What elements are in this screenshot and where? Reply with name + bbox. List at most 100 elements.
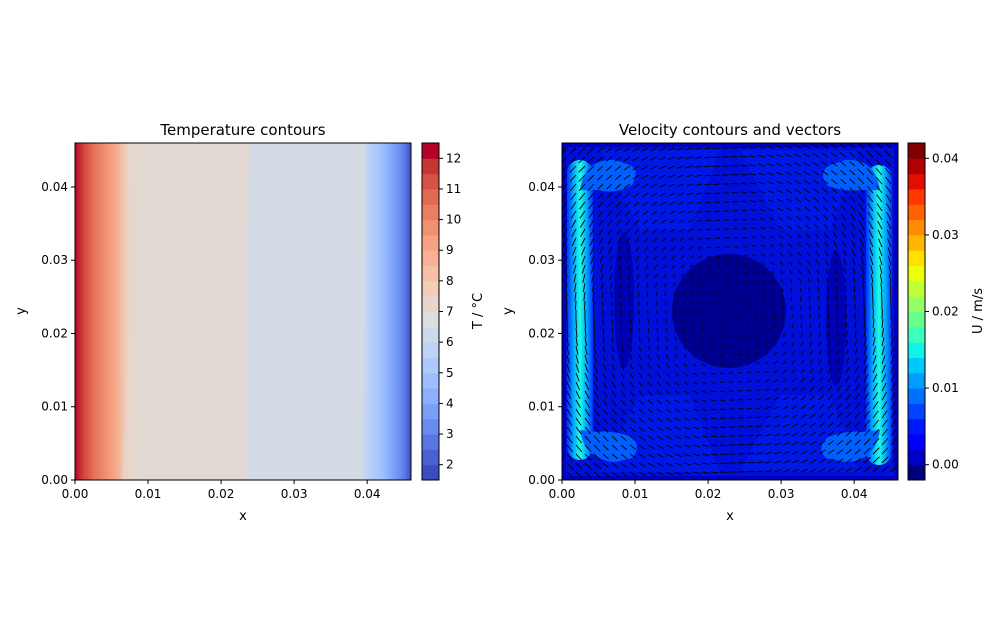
velocity-colorbar-band	[908, 189, 925, 205]
velocity-colorbar-band	[908, 465, 925, 481]
temperature-colorbar-band	[422, 235, 439, 251]
velocity-colorbar-band	[908, 434, 925, 450]
temperature-colorbar-band	[422, 312, 439, 328]
velocity-vector	[713, 166, 720, 167]
velocity-vector	[611, 301, 612, 307]
velocity-vector	[735, 273, 738, 274]
temperature-colorbar-band	[422, 220, 439, 236]
temperature-xlabel: x	[239, 509, 247, 524]
velocity-vector	[836, 295, 837, 301]
velocity-vector	[713, 175, 720, 176]
velocity-vector	[566, 301, 567, 310]
temperature-colorbar-band	[422, 189, 439, 205]
velocity-vector	[720, 400, 725, 401]
velocity-vector	[738, 372, 742, 373]
velocity-xtick-label: 0.01	[622, 487, 649, 501]
velocity-vector	[720, 436, 726, 437]
velocity-colorbar-band	[908, 158, 925, 174]
velocity-colorbar-band	[908, 281, 925, 297]
temperature-xtick-label: 0.04	[354, 487, 381, 501]
velocity-vector	[693, 319, 694, 322]
velocity-vector	[656, 301, 657, 305]
velocity-vortex-core	[672, 254, 786, 368]
velocity-vector	[714, 202, 720, 203]
velocity-vector	[854, 295, 855, 301]
temperature-colorbar-band	[422, 403, 439, 419]
temperature-colorbar-tick-label: 10	[446, 213, 461, 227]
velocity-vector	[881, 292, 882, 301]
velocity-vector	[575, 301, 576, 310]
velocity-vector	[765, 316, 766, 319]
velocity-colorbar-band	[908, 204, 925, 220]
temperature-colorbar-tick-label: 4	[446, 396, 454, 410]
velocity-vector	[720, 427, 726, 428]
velocity-vector	[734, 255, 738, 256]
velocity-vector	[800, 297, 801, 301]
velocity-colorbar-band	[908, 449, 925, 465]
temperature-colorbar-label: T / °C	[471, 293, 486, 330]
velocity-colorbar-band	[908, 143, 925, 159]
velocity-colorbar-band	[908, 296, 925, 312]
temperature-colorbar-band	[422, 434, 439, 450]
velocity-vector	[715, 220, 720, 221]
velocity-vector	[720, 454, 727, 455]
velocity-colorbar-band	[908, 357, 925, 373]
velocity-vector	[738, 354, 741, 355]
velocity-xtick-label: 0.02	[695, 487, 722, 501]
velocity-xlabel: x	[726, 509, 734, 524]
velocity-colorbar-tick-label: 0.02	[932, 305, 959, 319]
velocity-vector	[620, 301, 621, 307]
temperature-colorbar-tick-label: 3	[446, 427, 454, 441]
velocity-vector	[720, 409, 725, 410]
velocity-vector	[890, 292, 891, 301]
temperature-field	[75, 143, 411, 480]
velocity-vector	[720, 373, 724, 374]
velocity-vector	[734, 246, 738, 247]
temperature-colorbar-tick-label: 7	[446, 305, 454, 319]
velocity-vector	[675, 319, 676, 323]
velocity-vector	[713, 184, 720, 185]
velocity-colorbar-tick-label: 0.03	[932, 228, 959, 242]
velocity-xtick-label: 0.00	[549, 487, 576, 501]
temperature-title: Temperature contours	[159, 121, 325, 139]
velocity-ytick-label: 0.00	[528, 473, 555, 487]
velocity-vector	[818, 296, 819, 301]
temperature-colorbar-band	[422, 357, 439, 373]
temperature-colorbar-tick-label: 9	[446, 243, 454, 257]
velocity-colorbar-band	[908, 373, 925, 389]
temperature-ytick-label: 0.00	[41, 473, 68, 487]
temperature-xtick-label: 0.00	[62, 487, 89, 501]
velocity-colorbar-tick-label: 0.00	[932, 458, 959, 472]
velocity-field	[561, 142, 898, 480]
temperature-ytick-label: 0.04	[41, 180, 68, 194]
temperature-colorbar-tick-label: 11	[446, 182, 461, 196]
velocity-xtick-label: 0.04	[841, 487, 868, 501]
velocity-vector	[716, 247, 720, 248]
velocity-vector	[809, 296, 810, 301]
velocity-colorbar-band	[908, 235, 925, 251]
temperature-ytick-label: 0.03	[41, 253, 68, 267]
velocity-colorbar-band	[908, 266, 925, 282]
velocity-vector	[684, 319, 685, 322]
velocity-vector	[827, 296, 828, 301]
temperature-colorbar-band	[422, 449, 439, 465]
velocity-vector	[638, 301, 639, 306]
velocity-title: Velocity contours and vectors	[619, 121, 841, 139]
velocity-vector	[714, 211, 720, 212]
velocity-vector	[629, 301, 630, 306]
velocity-plot: Velocity contours and vectors	[501, 121, 986, 524]
velocity-colorbar-band	[908, 342, 925, 358]
velocity-vector	[714, 193, 720, 194]
temperature-colorbar-band	[422, 373, 439, 389]
temperature-colorbar-band	[422, 419, 439, 435]
velocity-colorbar-tick-label: 0.04	[932, 151, 959, 165]
velocity-vector	[720, 382, 724, 383]
temperature-colorbar-band	[422, 465, 439, 481]
velocity-colorbar-band	[908, 174, 925, 190]
velocity-vector	[720, 418, 726, 419]
temperature-xtick-label: 0.03	[281, 487, 308, 501]
velocity-vector	[738, 345, 741, 346]
velocity-colorbar-band	[908, 250, 925, 266]
